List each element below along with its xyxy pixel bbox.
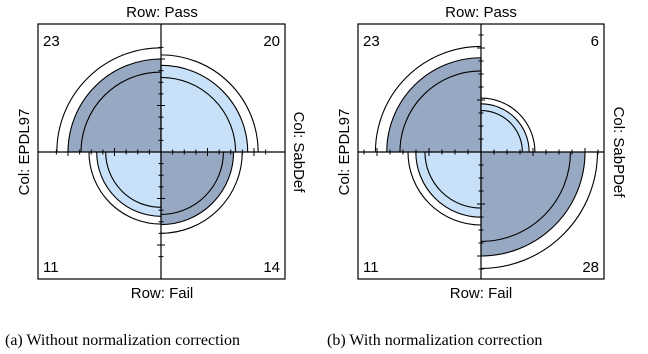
panel-b-axes (358, 24, 604, 279)
panel-b-ring-bottom-left-inner (424, 151, 482, 209)
panel-a-quadrant-top-left (67, 58, 162, 153)
panel-b-ring-top-right-inner (480, 110, 523, 153)
panel-a-caption: (a) Without normalization correction (5, 332, 240, 349)
panel-b-count-top-left: 23 (363, 33, 380, 50)
panel-a-axes (38, 24, 285, 279)
panel-a-quadrant-top-right (160, 64, 249, 153)
panel-a-ring-bottom-left-outer (88, 151, 162, 225)
panel-b-count-bottom-left: 11 (363, 259, 379, 276)
panel-a-count-bottom-left: 11 (43, 259, 59, 276)
panel-b-row-label-bottom: Row: Fail (450, 285, 513, 302)
panel-b-quadrant-top-left (386, 57, 482, 153)
panel-b-quadrants (386, 57, 586, 257)
panel-b-quadrant-top-right (480, 103, 530, 153)
panel-a-row-label-bottom: Row: Fail (131, 285, 194, 302)
panel-a-ring-bottom-right-outer (160, 151, 243, 234)
panel-b-caption: (b) With normalization correction (327, 332, 542, 349)
panel-b-col-label-left: Col: EPDL97 (336, 109, 353, 196)
panel-a-count-bottom-right: 14 (263, 259, 280, 276)
panel-a-ring-bottom-right-inner (160, 151, 224, 215)
panel-a-quadrants (67, 58, 249, 226)
panel-a: Row: Pass Row: Fail Col: EPDL97 Col: Sab… (5, 4, 307, 349)
panel-b-quadrant-bottom-right (480, 151, 586, 257)
panel-a-count-top-right: 20 (263, 33, 280, 50)
panel-a-circles (56, 47, 259, 234)
panel-b-circles (374, 45, 599, 270)
panel-a-quadrant-bottom-left (96, 151, 162, 217)
panel-b-col-label-right: Col: SabPDef (610, 107, 627, 199)
panel-b-quadrant-bottom-left (415, 151, 482, 218)
panel-b-count-top-right: 6 (591, 33, 599, 50)
panel-b-ring-bottom-right-inner (480, 151, 571, 242)
panel-a-ring-top-right-inner (160, 76, 237, 153)
panel-b-ring-bottom-right-outer (480, 151, 599, 270)
panel-b-ring-top-left-outer (374, 45, 482, 153)
panel-b-count-bottom-right: 28 (582, 259, 599, 276)
panel-a-ring-top-left-inner (80, 71, 162, 153)
panel-a-count-top-left: 23 (43, 33, 60, 50)
panel-a-col-label-right: Col: SabDef (290, 112, 307, 194)
panel-a-quadrant-bottom-right (160, 151, 235, 226)
panel-b: Row: Pass Row: Fail Col: EPDL97 Col: Sab… (327, 4, 627, 349)
panel-a-row-label-top: Row: Pass (126, 4, 198, 21)
panel-a-ring-top-left-outer (56, 47, 162, 153)
panel-a-col-label-left: Col: EPDL97 (16, 109, 33, 196)
panel-b-ring-bottom-left-outer (407, 151, 482, 226)
panel-a-ring-bottom-left-inner (105, 151, 162, 208)
panel-a-ring-top-right-outer (160, 54, 259, 153)
panel-b-ring-top-right-outer (480, 97, 536, 153)
panel-b-ring-top-left-inner (399, 70, 482, 153)
panel-b-row-label-top: Row: Pass (445, 4, 517, 21)
